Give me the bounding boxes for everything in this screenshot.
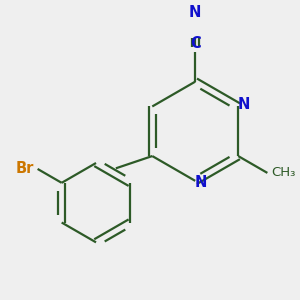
Text: Br: Br	[15, 161, 34, 176]
Text: C: C	[190, 36, 201, 51]
Text: N: N	[189, 5, 201, 20]
Text: N: N	[195, 175, 207, 190]
Text: CH₃: CH₃	[272, 167, 296, 179]
Text: N: N	[238, 97, 250, 112]
